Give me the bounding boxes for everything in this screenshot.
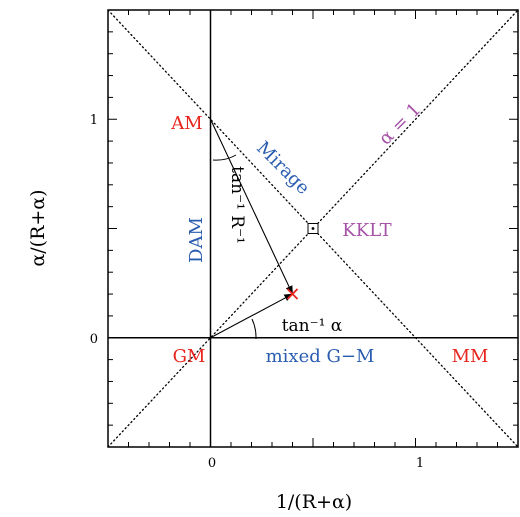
x-tick-label-1: 1 xyxy=(416,456,424,471)
kklt-point-dot xyxy=(311,227,315,230)
label-mixed-gm: mixed G−M xyxy=(266,346,375,367)
y-tick-label-1: 1 xyxy=(90,113,98,128)
label-am: AM xyxy=(170,113,202,134)
label-tan-inverse-r: tan⁻¹ R⁻¹ xyxy=(227,166,247,244)
y-tick-label-0: 0 xyxy=(90,332,98,347)
angle-arc-r xyxy=(212,154,237,161)
angle-arc-alpha xyxy=(251,318,257,340)
label-tan-inverse-alpha: tan⁻¹ α xyxy=(282,316,343,336)
red-cross-marker xyxy=(286,288,299,300)
diagram-points xyxy=(286,223,319,300)
label-dam: DAM xyxy=(186,217,207,263)
arrow-0 xyxy=(210,119,293,295)
arrow-1 xyxy=(210,293,294,339)
diagram-arrows xyxy=(210,119,294,339)
label-mm: MM xyxy=(452,346,489,367)
label-alpha-one: α = 1 xyxy=(375,99,425,149)
label-gm: GM xyxy=(173,346,206,367)
x-axis-title: 1/(R+α) xyxy=(276,491,352,513)
label-mirage: Mirage xyxy=(252,137,313,198)
x-tick-label-0: 0 xyxy=(208,456,216,471)
label-kklt: KKLT xyxy=(342,220,391,241)
y-axis-title: α/(R+α) xyxy=(27,189,49,266)
